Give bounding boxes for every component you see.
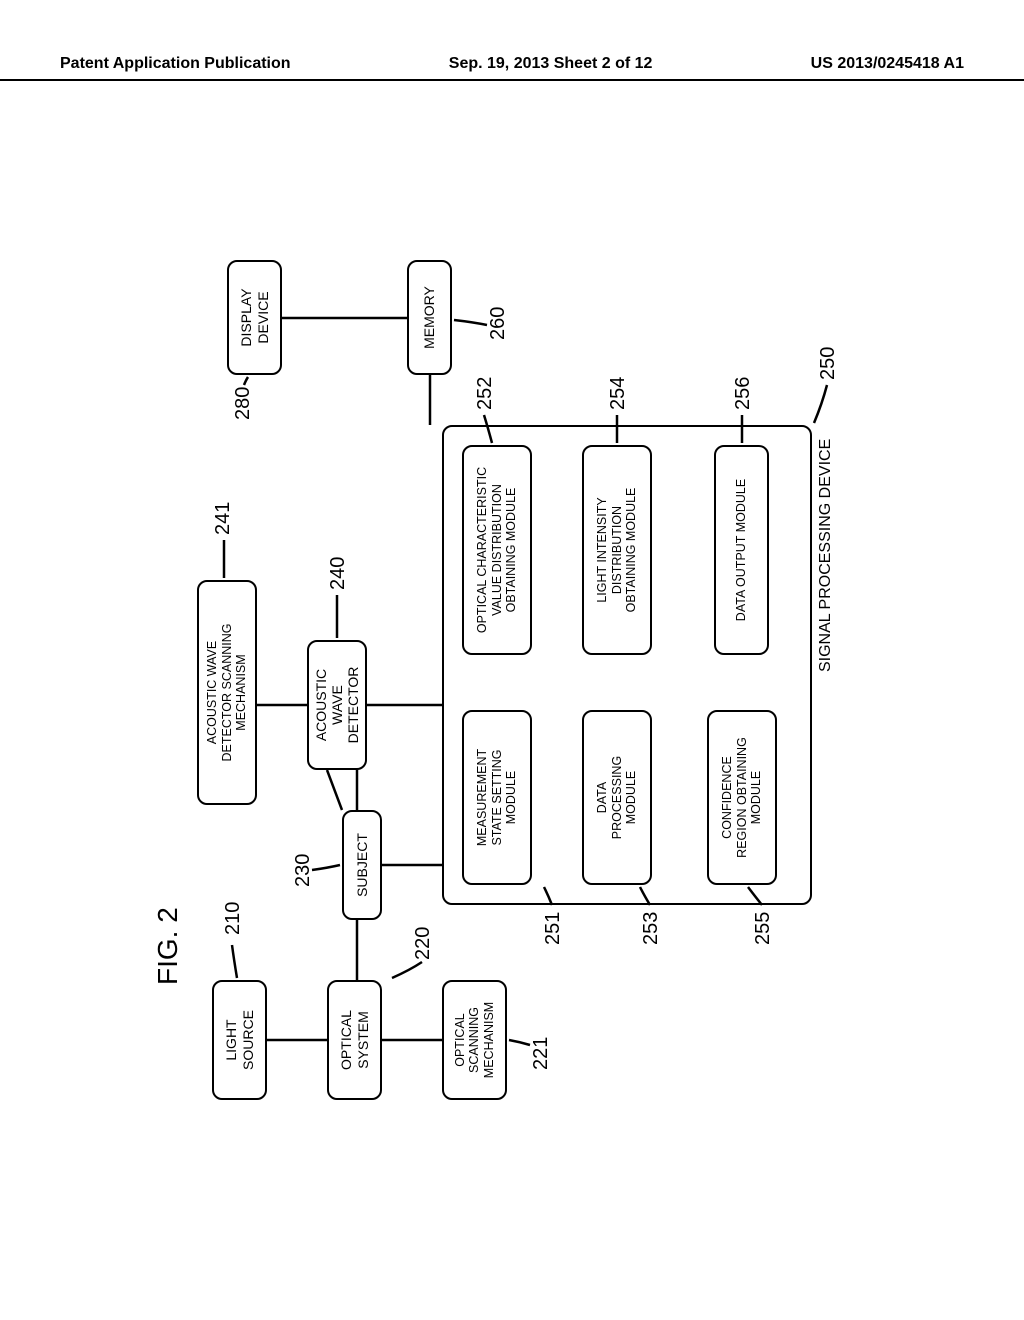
spd-label: SIGNAL PROCESSING DEVICE bbox=[817, 439, 835, 672]
block-optical-scanning: OPTICALSCANNINGMECHANISM bbox=[442, 980, 507, 1100]
ref-251: 251 bbox=[542, 912, 565, 945]
ref-230: 230 bbox=[292, 854, 315, 887]
block-subject: SUBJECT bbox=[342, 810, 382, 920]
ref-240: 240 bbox=[327, 557, 350, 590]
header-left: Patent Application Publication bbox=[60, 55, 291, 73]
ref-253: 253 bbox=[640, 912, 663, 945]
header-center: Sep. 19, 2013 Sheet 2 of 12 bbox=[449, 55, 653, 73]
block-display: DISPLAYDEVICE bbox=[227, 260, 282, 375]
module-255: CONFIDENCEREGION OBTAININGMODULE bbox=[707, 710, 777, 885]
block-awd: ACOUSTICWAVEDETECTOR bbox=[307, 640, 367, 770]
block-light-source: LIGHTSOURCE bbox=[212, 980, 267, 1100]
module-256: DATA OUTPUT MODULE bbox=[714, 445, 769, 655]
ref-280: 280 bbox=[232, 387, 255, 420]
block-optical-system: OPTICALSYSTEM bbox=[327, 980, 382, 1100]
header-right: US 2013/0245418 A1 bbox=[811, 55, 964, 73]
ref-210: 210 bbox=[222, 902, 245, 935]
ref-241: 241 bbox=[212, 502, 235, 535]
ref-250: 250 bbox=[817, 347, 840, 380]
module-254: LIGHT INTENSITYDISTRIBUTIONOBTAINING MOD… bbox=[582, 445, 652, 655]
ref-220: 220 bbox=[412, 927, 435, 960]
ref-255: 255 bbox=[752, 912, 775, 945]
figure-title: FIG. 2 bbox=[152, 907, 184, 985]
ref-254: 254 bbox=[607, 377, 630, 410]
module-252: OPTICAL CHARACTERISTICVALUE DISTRIBUTION… bbox=[462, 445, 532, 655]
module-253: DATAPROCESSINGMODULE bbox=[582, 710, 652, 885]
ref-260: 260 bbox=[487, 307, 510, 340]
block-memory: MEMORY bbox=[407, 260, 452, 375]
block-diagram: FIG. 2 LIGHTSOURCE OPTICALSYSTEM OPTICAL… bbox=[152, 230, 872, 1130]
module-251: MEASUREMENTSTATE SETTINGMODULE bbox=[462, 710, 532, 885]
ref-256: 256 bbox=[732, 377, 755, 410]
block-awd-scanning: ACOUSTIC WAVEDETECTOR SCANNINGMECHANISM bbox=[197, 580, 257, 805]
ref-252: 252 bbox=[474, 377, 497, 410]
ref-221: 221 bbox=[530, 1037, 553, 1070]
